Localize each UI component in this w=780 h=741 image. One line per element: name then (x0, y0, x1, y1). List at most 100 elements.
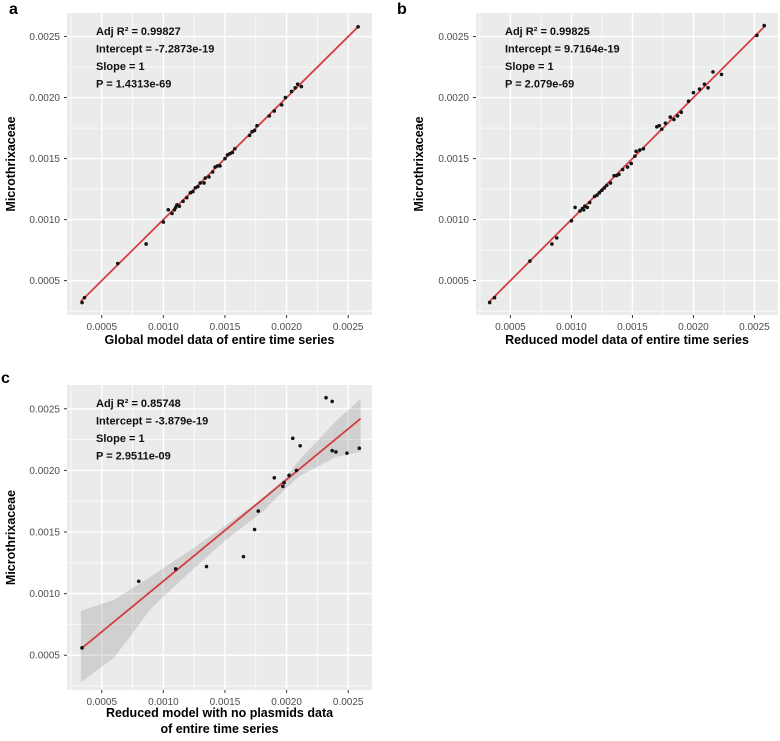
data-point (657, 123, 662, 128)
panel-letter-b: b (397, 1, 407, 18)
data-point (281, 484, 285, 489)
data-point (634, 149, 638, 154)
data-point (215, 164, 220, 168)
data-point (247, 133, 252, 138)
y-tick-label: 0.0010 (29, 589, 60, 600)
data-point (298, 443, 302, 448)
data-point (641, 147, 646, 151)
stats-annotation-line: Slope = 1 (96, 433, 145, 445)
data-point (617, 172, 621, 177)
x-tick-label: 0.0010 (556, 322, 587, 333)
data-point (600, 188, 604, 193)
x-tick-label: 0.0010 (148, 697, 179, 708)
x-tick-label: 0.0005 (86, 697, 117, 708)
x-tick-label: 0.0025 (333, 697, 364, 708)
data-point (287, 473, 291, 478)
data-point (198, 181, 203, 185)
data-point (659, 127, 664, 132)
data-point (706, 85, 710, 90)
data-point (569, 219, 574, 223)
x-tick-label: 0.0005 (86, 322, 117, 333)
panel-letter-c: c (1, 370, 10, 387)
regression-line (487, 24, 767, 304)
data-point (256, 509, 261, 513)
stats-annotation-line: Adj R² = 0.99825 (505, 26, 590, 38)
data-point (663, 121, 668, 125)
data-point (173, 567, 178, 571)
regression-line (80, 24, 360, 302)
y-tick-label: 0.0015 (29, 154, 60, 165)
data-point (762, 23, 767, 28)
data-point (629, 161, 634, 166)
data-point (252, 128, 257, 133)
data-point (161, 220, 166, 224)
data-point (625, 165, 630, 169)
stats-annotation-line: P = 1.4313e-69 (96, 79, 171, 91)
stats-annotation-line: Slope = 1 (505, 61, 554, 73)
y-axis-title: Microthrixaceae (4, 116, 18, 211)
y-tick-label: 0.0005 (438, 276, 469, 287)
data-point (223, 156, 227, 161)
data-point (324, 395, 328, 400)
data-point (637, 148, 642, 152)
y-tick-label: 0.0020 (438, 93, 469, 104)
x-axis-title: Global model data of entire time series (105, 333, 335, 347)
x-tick-label: 0.0020 (271, 697, 302, 708)
data-point (289, 89, 294, 94)
y-tick-label: 0.0020 (29, 466, 60, 477)
regression-line (80, 417, 362, 650)
data-point (191, 189, 195, 194)
data-point (702, 82, 707, 86)
y-tick-label: 0.0005 (29, 651, 60, 662)
x-tick-label: 0.0015 (617, 322, 648, 333)
stats-annotation-line: Adj R² = 0.99827 (96, 26, 181, 38)
stats-annotation-line: Slope = 1 (96, 61, 145, 73)
data-point (294, 468, 299, 473)
y-tick-label: 0.0015 (438, 154, 469, 165)
data-point (356, 24, 360, 29)
data-point (528, 259, 532, 263)
confidence-band (80, 398, 361, 683)
data-point (345, 451, 349, 455)
stats-annotation-line: P = 2.079e-69 (505, 79, 574, 91)
data-point (272, 475, 277, 480)
data-point (299, 84, 304, 89)
data-point (82, 295, 87, 300)
data-point (218, 164, 222, 168)
data-point (550, 242, 554, 246)
y-tick-label: 0.0025 (29, 32, 60, 43)
data-point (144, 242, 148, 246)
data-point (166, 208, 171, 212)
stats-annotation-line: Intercept = -3.879e-19 (96, 416, 208, 428)
data-point (177, 204, 182, 208)
data-point (290, 436, 295, 441)
panel-c-scatter-chart: 0.0005 0.0010 0.0015 0.0020 0.0025 0.0005 0.00… (4, 385, 372, 736)
x-tick-label: 0.0005 (495, 322, 526, 333)
data-point (602, 186, 607, 190)
data-point (719, 72, 724, 77)
data-point (595, 193, 599, 197)
stats-annotation-line: Adj R² = 0.85748 (96, 398, 181, 410)
x-tick-label: 0.0015 (210, 322, 241, 333)
data-point (241, 554, 246, 559)
data-point (80, 646, 84, 650)
data-point (252, 527, 257, 532)
data-point (755, 33, 759, 38)
data-point (686, 99, 691, 104)
y-tick-label: 0.0005 (29, 276, 60, 287)
data-point (620, 167, 625, 172)
y-tick-label: 0.0015 (29, 528, 60, 539)
data-point (80, 300, 84, 305)
data-point (293, 85, 298, 90)
data-point (334, 450, 338, 454)
x-tick-label: 0.0025 (739, 322, 770, 333)
y-tick-label: 0.0020 (29, 93, 60, 104)
data-point (675, 114, 680, 118)
y-tick-label: 0.0010 (29, 215, 60, 226)
data-point (283, 95, 288, 100)
data-point (170, 211, 174, 216)
data-point (573, 205, 577, 210)
data-point (605, 183, 609, 188)
data-point (255, 123, 259, 128)
